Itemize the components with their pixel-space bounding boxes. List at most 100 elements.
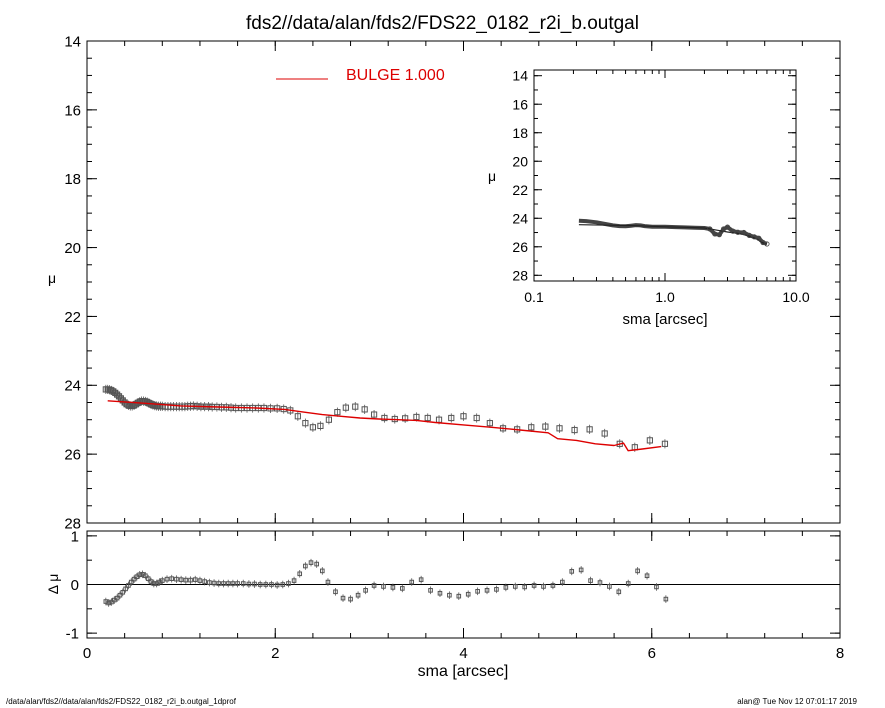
- residual-point: [381, 584, 386, 589]
- residual-point: [340, 595, 346, 601]
- residual-point: [363, 588, 368, 593]
- residual-point: [160, 578, 165, 583]
- data-point: [361, 406, 368, 413]
- residual-point: [297, 571, 303, 577]
- y-tick-label: 28: [512, 267, 528, 283]
- residual-point: [120, 589, 126, 595]
- inset-data-point: [707, 226, 713, 232]
- inset-y-axis-label: μ: [488, 168, 496, 184]
- residual-point: [371, 583, 377, 588]
- data-point: [661, 440, 669, 447]
- residual-point: [355, 592, 361, 598]
- y-tick-label: 26: [64, 447, 81, 464]
- y-tick-label: 16: [512, 96, 528, 112]
- residual-point: [635, 568, 640, 574]
- residual-point: [230, 581, 236, 586]
- inset-log-panel: 0.1 1.0 10.0 14 16 18 20 22 24 26 28 sma [arcsec] μ: [488, 68, 810, 328]
- x-tick-label: 1.0: [655, 289, 675, 305]
- inset-data-point: [730, 228, 736, 234]
- data-point: [402, 415, 409, 422]
- residual-point: [303, 563, 308, 569]
- data-point: [112, 389, 119, 396]
- residual-point: [137, 572, 143, 578]
- y-tick-label: 1: [71, 528, 79, 545]
- residual-point: [663, 596, 669, 602]
- residual-point: [126, 583, 131, 588]
- x-tick-label: 6: [648, 645, 656, 662]
- inset-data-point: [735, 229, 741, 235]
- residual-point: [131, 576, 137, 582]
- residual-point: [188, 577, 193, 583]
- residual-point: [512, 584, 518, 589]
- data-point: [424, 414, 431, 422]
- residual-point: [114, 595, 120, 601]
- residual-point: [178, 577, 184, 582]
- legend-label: BULGE 1.000: [346, 67, 445, 84]
- residual-point: [644, 573, 650, 579]
- residual-point: [225, 581, 231, 586]
- y-tick-label: -1: [66, 626, 79, 643]
- residual-point: [291, 578, 297, 583]
- y-tick-label: 16: [64, 102, 81, 119]
- inset-data-point: [751, 234, 757, 240]
- data-point: [294, 413, 301, 420]
- residual-point: [246, 581, 252, 587]
- residual-point: [456, 593, 462, 599]
- residual-point: [286, 581, 291, 586]
- data-point: [370, 411, 378, 418]
- y-tick-label: 28: [64, 515, 81, 532]
- footer-file-path: /data/alan/fds2//data/alan/fds2/FDS22_01…: [6, 697, 236, 706]
- inset-data-point: [724, 224, 731, 230]
- data-point: [460, 413, 467, 420]
- x-tick-label: 0: [83, 645, 91, 662]
- data-point: [309, 424, 316, 431]
- y-tick-label: 22: [512, 182, 528, 198]
- residual-point: [447, 592, 452, 598]
- residual-point: [616, 589, 622, 595]
- x-tick-label: 8: [836, 645, 844, 662]
- residual-point: [263, 582, 269, 587]
- residual-point: [333, 589, 338, 595]
- residual-point: [252, 581, 257, 587]
- x-tick-label: 10.0: [782, 289, 809, 305]
- inset-data-point: [756, 235, 762, 241]
- y-tick-label: 22: [64, 309, 81, 326]
- residual-point: [522, 584, 527, 590]
- residual-point: [202, 579, 207, 584]
- residual-point: [151, 581, 157, 586]
- residual-point: [145, 576, 151, 581]
- residual-point: [143, 573, 148, 579]
- residual-point: [625, 581, 631, 586]
- inset-data-point: [764, 241, 770, 247]
- residual-point: [503, 585, 509, 590]
- residual-point: [597, 580, 603, 585]
- y-tick-label: 14: [64, 33, 81, 50]
- data-point: [334, 409, 341, 416]
- data-point: [448, 414, 455, 422]
- bulge-model-line: [107, 400, 662, 452]
- residual-point: [197, 578, 203, 583]
- data-point: [117, 395, 124, 402]
- x-axis-label: sma [arcsec]: [418, 663, 509, 680]
- residual-point: [588, 578, 593, 583]
- residual-point: [216, 581, 222, 586]
- y-tick-label: 24: [512, 210, 528, 226]
- data-point: [571, 426, 578, 434]
- residual-point: [390, 585, 396, 590]
- residual-point: [409, 579, 415, 585]
- residual-point: [211, 580, 217, 586]
- residual-point: [550, 583, 556, 588]
- residual-point: [257, 582, 263, 587]
- residual-point: [117, 592, 123, 598]
- residual-point: [607, 584, 612, 589]
- residual-point: [192, 577, 198, 582]
- residual-point: [164, 576, 170, 582]
- residual-point: [541, 584, 546, 589]
- y-tick-label: 26: [512, 239, 528, 255]
- residual-point: [578, 567, 584, 573]
- data-point: [542, 423, 549, 430]
- y-tick-label: 20: [512, 153, 528, 169]
- residual-point: [560, 579, 565, 585]
- data-point: [586, 426, 593, 433]
